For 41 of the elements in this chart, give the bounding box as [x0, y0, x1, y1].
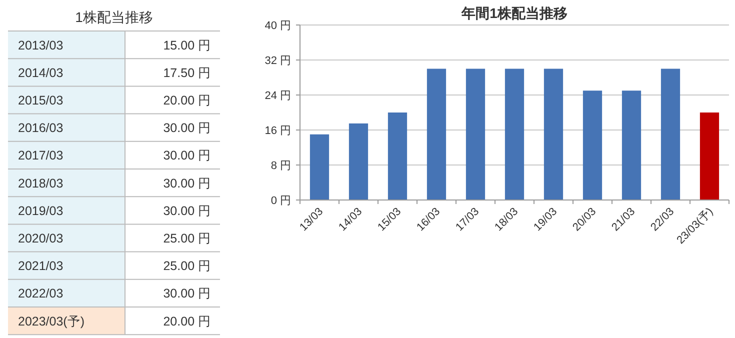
bar	[582, 90, 602, 200]
category-label: 2015/03	[18, 94, 64, 108]
bar	[504, 68, 524, 200]
text: 30.00 円	[163, 121, 211, 136]
y-tick-label: 24 円	[264, 90, 291, 102]
text: 15.00 円	[163, 38, 211, 52]
text: 30.00 円	[163, 148, 211, 163]
text: 25.00 円	[163, 232, 211, 246]
category-label: 2016/03	[18, 121, 64, 136]
text: 30.00 円	[163, 204, 211, 218]
category-label: 2021/03	[18, 259, 64, 274]
text: 20.00 円	[163, 94, 211, 108]
bar	[388, 112, 408, 200]
bar	[660, 68, 680, 200]
text: 17.50 円	[163, 66, 211, 80]
chart-title: 年間1株配当推移	[460, 5, 568, 21]
bar	[426, 68, 446, 200]
category-label: 2014/03	[18, 66, 64, 80]
y-tick-label: 32 円	[264, 55, 291, 67]
bar	[310, 134, 330, 200]
text: 1株配当推移	[75, 9, 153, 25]
bar	[622, 90, 642, 200]
text: 30.00 円	[163, 176, 211, 190]
y-tick-label: 16 円	[264, 125, 291, 137]
category-label: 2017/03	[18, 148, 64, 163]
bar	[544, 68, 564, 200]
category-label: 2022/03	[18, 286, 64, 301]
category-label: 2013/03	[18, 38, 64, 52]
y-tick-label: 8 円	[270, 160, 291, 172]
y-tick-label: 0 円	[270, 195, 291, 207]
category-label: 2019/03	[18, 204, 64, 218]
bar	[466, 68, 486, 200]
y-tick-label: 40 円	[264, 20, 291, 32]
bar	[348, 123, 368, 200]
category-label: 2018/03	[18, 176, 64, 190]
text: 20.00 円	[163, 314, 211, 328]
text: 25.00 円	[163, 259, 211, 274]
bar	[700, 112, 720, 200]
category-label: 2023/03(予)	[18, 314, 85, 328]
text: 30.00 円	[163, 286, 211, 301]
category-label: 2020/03	[18, 232, 64, 246]
